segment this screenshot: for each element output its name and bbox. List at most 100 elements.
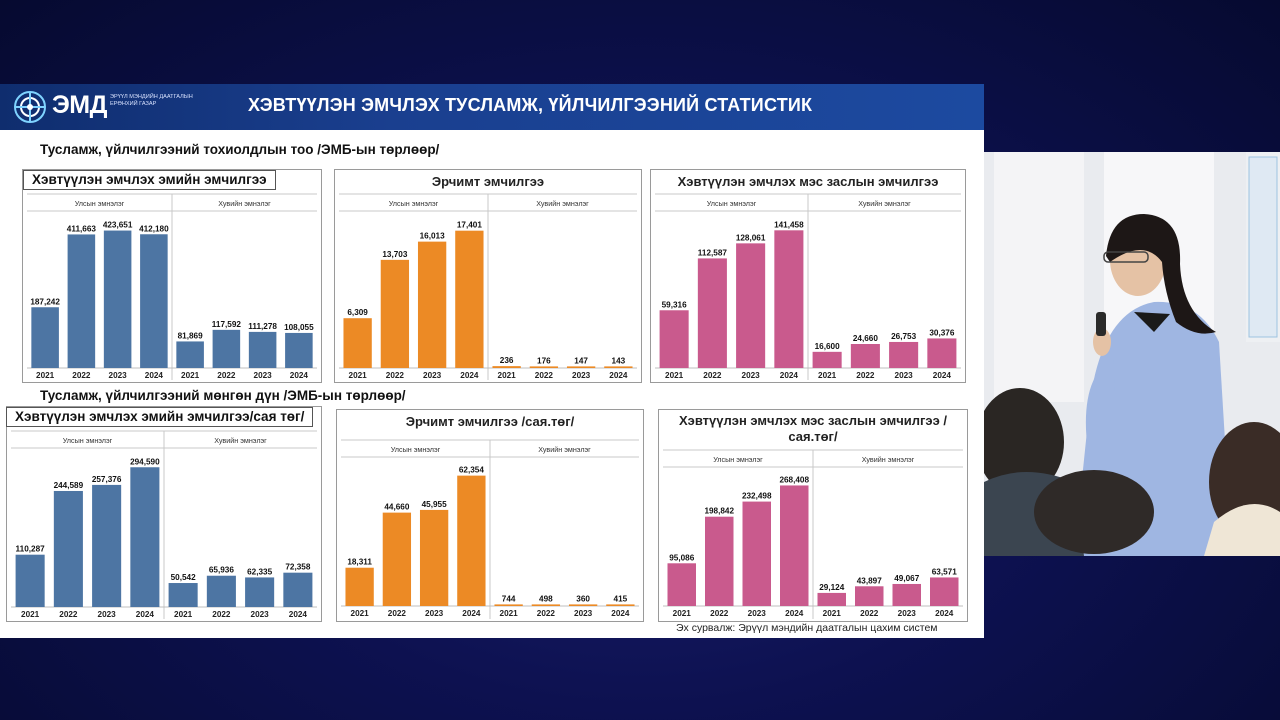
year-tick-label: 2022 bbox=[535, 371, 554, 380]
data-label: 50,542 bbox=[171, 573, 196, 582]
speaker-photo bbox=[984, 152, 1280, 556]
group-label: Улсын эмнэлэг bbox=[75, 199, 125, 208]
data-label: 257,376 bbox=[92, 475, 122, 484]
year-tick-label: 2022 bbox=[856, 371, 875, 380]
year-tick-label: 2022 bbox=[537, 609, 556, 618]
slide-title: ХЭВТҮҮЛЭН ЭМЧЛЭХ ТУСЛАМЖ, ҮЙЛЧИЛГЭЭНИЙ С… bbox=[248, 95, 813, 115]
year-tick-label: 2024 bbox=[780, 371, 799, 380]
year-tick-label: 2022 bbox=[59, 610, 78, 619]
year-tick-label: 2024 bbox=[609, 371, 628, 380]
data-label: 108,055 bbox=[284, 323, 314, 332]
year-tick-label: 2023 bbox=[572, 371, 591, 380]
year-tick-label: 2024 bbox=[933, 371, 952, 380]
bar bbox=[248, 331, 277, 368]
data-label: 62,335 bbox=[247, 567, 272, 576]
data-label: 29,124 bbox=[819, 583, 844, 592]
group-label: Хувийн эмнэлэг bbox=[862, 455, 915, 464]
chart-drug-treatment-cases: Улсын эмнэлэг 187,242 2021 411,663 2022 423,6… bbox=[22, 169, 322, 383]
data-label: 16,600 bbox=[815, 342, 840, 351]
data-label: 24,660 bbox=[853, 334, 878, 343]
bar bbox=[855, 586, 884, 606]
data-label: 16,013 bbox=[420, 232, 445, 241]
group-label: Улсын эмнэлэг bbox=[713, 455, 763, 464]
bar bbox=[382, 512, 412, 606]
section-label-amount: Тусламж, үйлчилгээний мөнгөн дүн /ЭМБ-ын… bbox=[40, 388, 406, 403]
bar bbox=[492, 366, 521, 368]
chart-plot: Улсын эмнэлэг 59,316 2021 112,587 2022 128,06… bbox=[655, 193, 961, 380]
year-tick-label: 2023 bbox=[895, 371, 914, 380]
chart-title: Хэвтүүлэн эмчлэх эмийн эмчилгээ bbox=[23, 170, 276, 190]
bar bbox=[130, 467, 160, 607]
bar bbox=[892, 583, 921, 606]
data-label: 411,663 bbox=[67, 224, 97, 233]
chart-plot: Улсын эмнэлэг 95,086 2021 198,842 2022 232,49… bbox=[663, 449, 963, 619]
group-label: Хувийн эмнэлэг bbox=[218, 199, 271, 208]
chart-plot: Улсын эмнэлэг 6,309 2021 13,703 2022 16,013 20… bbox=[339, 193, 637, 380]
data-label: 45,955 bbox=[422, 500, 447, 509]
chart-drug-treatment-amount: Улсын эмнэлэг 110,287 2021 244,589 2022 257,3… bbox=[6, 406, 322, 622]
year-tick-label: 2022 bbox=[212, 610, 231, 619]
group-label: Улсын эмнэлэг bbox=[707, 199, 757, 208]
bar bbox=[92, 484, 122, 607]
chart-title: Эрчимт эмчилгээ /сая.төг/ bbox=[405, 414, 575, 429]
bar bbox=[667, 563, 696, 606]
data-label: 111,278 bbox=[248, 322, 277, 331]
bar bbox=[67, 234, 96, 368]
year-tick-label: 2021 bbox=[349, 371, 368, 380]
chart-title: Эрчимт эмчилгээ bbox=[431, 174, 545, 189]
bar bbox=[245, 577, 275, 607]
year-tick-label: 2021 bbox=[673, 609, 692, 618]
data-label: 744 bbox=[502, 594, 516, 603]
chart-title: Хэвтүүлэн эмчлэх мэс заслын эмчилгээ /са… bbox=[679, 413, 947, 444]
bar bbox=[455, 230, 484, 368]
year-tick-label: 2021 bbox=[498, 371, 517, 380]
bar bbox=[606, 604, 635, 606]
data-label: 63,571 bbox=[932, 567, 957, 576]
bar bbox=[705, 516, 734, 606]
logo-subtitle: Эрүүл мэндийн даатгалын ерөнхий газар bbox=[110, 94, 193, 107]
year-tick-label: 2022 bbox=[710, 609, 729, 618]
data-label: 187,242 bbox=[30, 297, 60, 306]
chart-intensive-care-cases: Улсын эмнэлэг 6,309 2021 13,703 2022 16,013 20… bbox=[334, 169, 642, 383]
bar bbox=[531, 604, 561, 606]
chart-surgery-cases: Улсын эмнэлэг 59,316 2021 112,587 2022 128,06… bbox=[650, 169, 966, 383]
bar bbox=[850, 343, 880, 368]
year-tick-label: 2024 bbox=[611, 609, 630, 618]
data-label: 415 bbox=[614, 594, 628, 603]
bar bbox=[283, 572, 313, 607]
year-tick-label: 2021 bbox=[36, 371, 55, 380]
year-tick-label: 2024 bbox=[462, 609, 481, 618]
bar bbox=[494, 604, 523, 606]
data-label: 72,358 bbox=[285, 563, 310, 572]
chart-intensive-care-amount: Улсын эмнэлэг 18,311 2021 44,660 2022 45,955 2… bbox=[336, 409, 644, 622]
year-tick-label: 2021 bbox=[500, 609, 519, 618]
data-label: 49,067 bbox=[894, 574, 919, 583]
bar bbox=[568, 604, 598, 606]
data-label: 62,354 bbox=[459, 466, 484, 475]
data-label: 6,309 bbox=[347, 308, 368, 317]
bar bbox=[659, 310, 689, 368]
chart-plot: Улсын эмнэлэг 110,287 2021 244,589 2022 257,3… bbox=[11, 430, 317, 619]
year-tick-label: 2021 bbox=[174, 610, 193, 619]
chart-title: Хэвтүүлэн эмчлэх эмийн эмчилгээ/сая төг/ bbox=[6, 407, 314, 427]
data-label: 59,316 bbox=[662, 300, 687, 309]
data-label: 268,408 bbox=[779, 475, 809, 484]
bar bbox=[812, 351, 842, 368]
year-tick-label: 2023 bbox=[748, 609, 767, 618]
bar bbox=[206, 575, 236, 607]
data-label: 18,311 bbox=[347, 558, 372, 567]
data-label: 498 bbox=[539, 594, 553, 603]
bar bbox=[930, 577, 959, 606]
bar bbox=[343, 318, 372, 368]
year-tick-label: 2023 bbox=[425, 609, 444, 618]
year-tick-label: 2023 bbox=[98, 610, 117, 619]
year-tick-label: 2023 bbox=[574, 609, 593, 618]
data-label: 176 bbox=[537, 356, 551, 365]
bar bbox=[529, 366, 559, 368]
year-tick-label: 2024 bbox=[289, 610, 308, 619]
data-label: 17,401 bbox=[457, 221, 482, 230]
emd-logo-icon bbox=[14, 91, 46, 123]
data-label: 95,086 bbox=[669, 553, 694, 562]
year-tick-label: 2021 bbox=[665, 371, 684, 380]
data-label: 112,587 bbox=[698, 248, 728, 257]
